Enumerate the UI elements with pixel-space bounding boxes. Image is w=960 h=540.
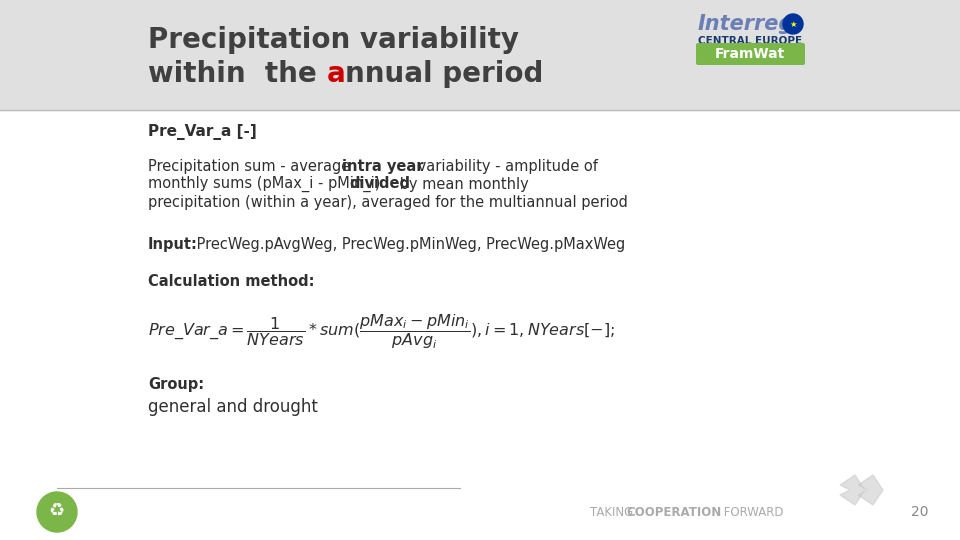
Text: COOPERATION: COOPERATION bbox=[626, 505, 721, 518]
Text: Interreg: Interreg bbox=[698, 14, 794, 34]
Circle shape bbox=[37, 492, 77, 532]
Text: Precipitation sum - average: Precipitation sum - average bbox=[148, 159, 355, 173]
Text: variability - amplitude of: variability - amplitude of bbox=[413, 159, 598, 173]
Text: ★: ★ bbox=[789, 19, 797, 29]
Text: Input:: Input: bbox=[148, 238, 198, 253]
Text: Pre_Var_a [-]: Pre_Var_a [-] bbox=[148, 124, 256, 140]
Text: intra year: intra year bbox=[342, 159, 423, 173]
Text: monthly sums (pMax_i - pMin_i): monthly sums (pMax_i - pMin_i) bbox=[148, 176, 385, 192]
Text: general and drought: general and drought bbox=[148, 398, 318, 416]
Text: nnual period: nnual period bbox=[346, 60, 543, 88]
Polygon shape bbox=[858, 475, 883, 505]
Bar bbox=[0, 0, 960, 110]
Text: TAKING: TAKING bbox=[590, 505, 637, 518]
Text: $\mathit{Pre\_Var\_a} = \dfrac{1}{\mathit{NYears}} * \mathit{sum}(\dfrac{\mathit: $\mathit{Pre\_Var\_a} = \dfrac{1}{\mathi… bbox=[148, 313, 614, 352]
Text: precipitation (within a year), averaged for the multiannual period: precipitation (within a year), averaged … bbox=[148, 194, 628, 210]
Polygon shape bbox=[840, 475, 865, 505]
Text: ♻: ♻ bbox=[49, 503, 65, 521]
Text: Group:: Group: bbox=[148, 377, 204, 393]
FancyBboxPatch shape bbox=[696, 43, 805, 65]
Text: 20: 20 bbox=[911, 505, 928, 519]
Text: a: a bbox=[326, 60, 346, 88]
Text: by mean monthly: by mean monthly bbox=[395, 177, 529, 192]
Circle shape bbox=[783, 14, 803, 34]
Text: within  the: within the bbox=[148, 60, 326, 88]
Text: PrecWeg.pAvgWeg, PrecWeg.pMinWeg, PrecWeg.pMaxWeg: PrecWeg.pAvgWeg, PrecWeg.pMinWeg, PrecWe… bbox=[192, 238, 625, 253]
Text: CENTRAL EUROPE: CENTRAL EUROPE bbox=[698, 36, 803, 46]
Text: FORWARD: FORWARD bbox=[720, 505, 783, 518]
Text: Calculation method:: Calculation method: bbox=[148, 274, 315, 289]
Text: Precipitation variability: Precipitation variability bbox=[148, 26, 519, 54]
Text: divided: divided bbox=[349, 177, 410, 192]
Text: FramWat: FramWat bbox=[715, 47, 785, 61]
